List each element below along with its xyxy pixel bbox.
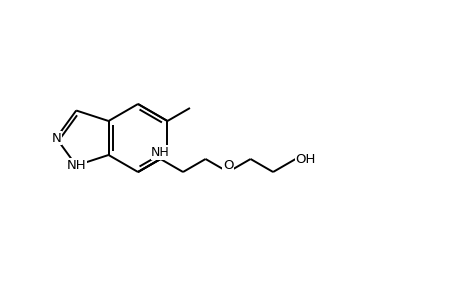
- Text: O: O: [222, 159, 233, 172]
- Text: NH: NH: [66, 159, 86, 172]
- Text: NH: NH: [151, 146, 169, 159]
- Text: OH: OH: [295, 152, 315, 166]
- Text: N: N: [51, 131, 61, 145]
